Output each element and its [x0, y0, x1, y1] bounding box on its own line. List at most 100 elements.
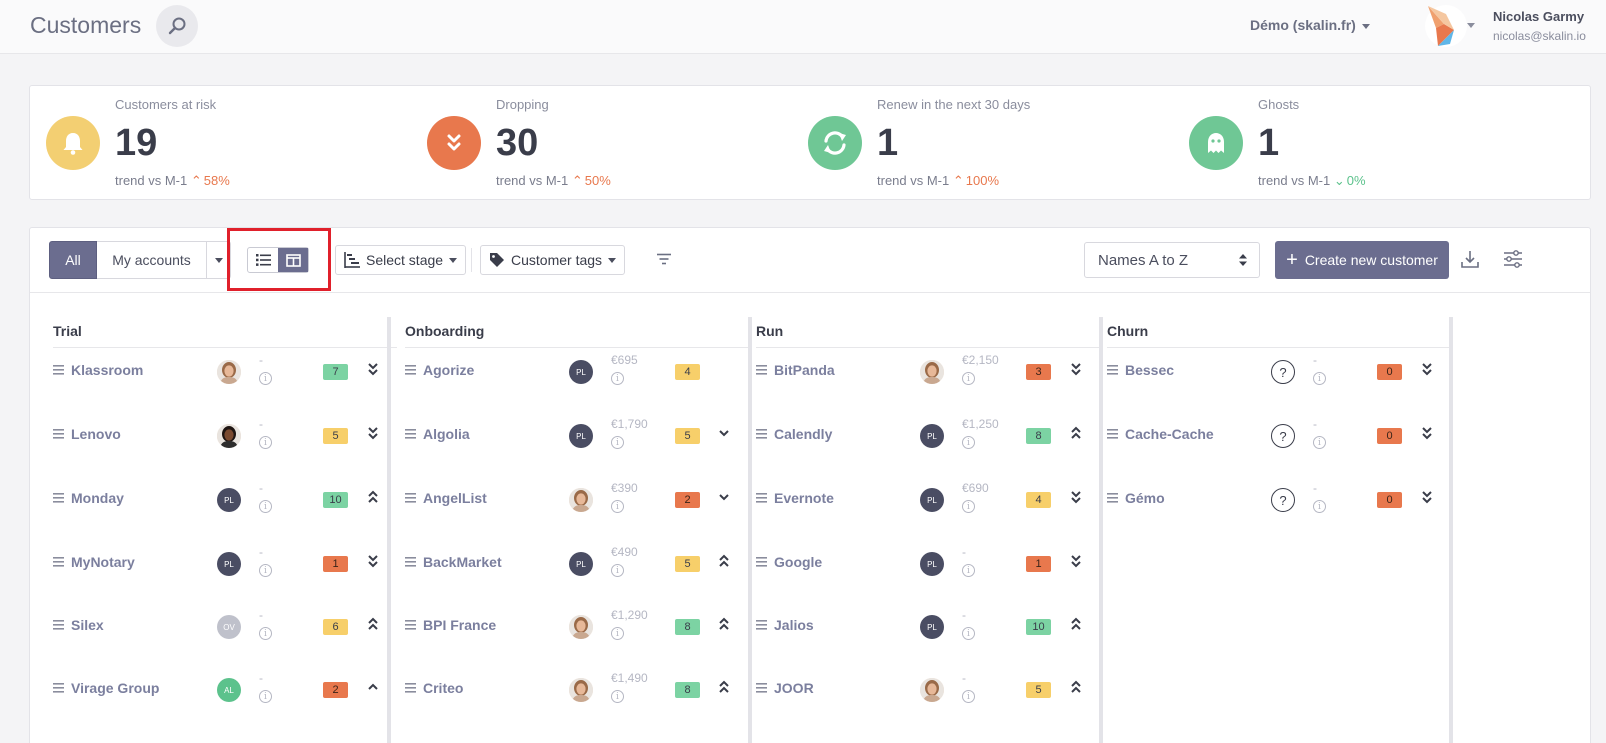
filter-icon[interactable]: [656, 253, 672, 265]
drag-handle-icon[interactable]: [756, 557, 767, 567]
info-icon[interactable]: i: [962, 564, 975, 577]
owner-avatar[interactable]: [920, 360, 944, 384]
drag-handle-icon[interactable]: [405, 620, 416, 630]
owner-avatar[interactable]: [920, 678, 944, 702]
drag-handle-icon[interactable]: [405, 365, 416, 375]
list-view-button[interactable]: [248, 248, 278, 272]
customer-card[interactable]: BackMarket PL €490 i 5: [405, 545, 749, 585]
owner-avatar[interactable]: [569, 678, 593, 702]
drag-handle-icon[interactable]: [405, 683, 416, 693]
owner-avatar[interactable]: [217, 360, 241, 384]
customer-card[interactable]: Gémo? - i 0: [1107, 481, 1451, 521]
board-view-button[interactable]: [278, 248, 308, 272]
drag-handle-icon[interactable]: [53, 683, 64, 693]
customer-card[interactable]: Calendly PL €1,250 i 8: [756, 417, 1100, 457]
info-icon[interactable]: i: [611, 564, 624, 577]
customer-name[interactable]: Cache-Cache: [1125, 426, 1214, 442]
info-icon[interactable]: i: [259, 627, 272, 640]
drag-handle-icon[interactable]: [1107, 365, 1118, 375]
company-logo[interactable]: [1424, 4, 1468, 48]
customer-card[interactable]: Klassroom - i 7: [53, 353, 397, 393]
customer-card[interactable]: Cache-Cache? - i 0: [1107, 417, 1451, 457]
customer-name[interactable]: Monday: [71, 490, 124, 506]
info-icon[interactable]: i: [259, 564, 272, 577]
kpi-customers-at-risk[interactable]: Customers at risk 19 trend vs M-1 ⌃ 58%: [30, 86, 410, 201]
customer-card[interactable]: Silex OV - i 6: [53, 608, 397, 648]
owner-avatar[interactable]: PL: [569, 552, 593, 576]
search-button[interactable]: [156, 5, 198, 47]
customer-card[interactable]: Virage Group AL - i 2: [53, 671, 397, 711]
customer-name[interactable]: Algolia: [423, 426, 470, 442]
customer-name[interactable]: AngelList: [423, 490, 487, 506]
owner-avatar[interactable]: PL: [569, 360, 593, 384]
drag-handle-icon[interactable]: [53, 620, 64, 630]
customer-card[interactable]: Criteo €1,490 i 8: [405, 671, 749, 711]
owner-avatar[interactable]: PL: [217, 552, 241, 576]
owner-avatar[interactable]: [569, 488, 593, 512]
owner-avatar[interactable]: ?: [1271, 360, 1295, 384]
owner-avatar[interactable]: PL: [569, 424, 593, 448]
customer-card[interactable]: BitPanda €2,150 i 3: [756, 353, 1100, 393]
filter-my-accounts-button[interactable]: My accounts: [97, 241, 207, 279]
customer-card[interactable]: Jalios PL - i 10: [756, 608, 1100, 648]
owner-avatar[interactable]: OV: [217, 615, 241, 639]
info-icon[interactable]: i: [962, 436, 975, 449]
kpi-renew-next-30-days[interactable]: Renew in the next 30 days 1 trend vs M-1…: [792, 86, 1172, 201]
info-icon[interactable]: i: [962, 372, 975, 385]
info-icon[interactable]: i: [962, 627, 975, 640]
info-icon[interactable]: i: [962, 500, 975, 513]
customer-card[interactable]: Evernote PL €690 i 4: [756, 481, 1100, 521]
info-icon[interactable]: i: [611, 690, 624, 703]
owner-avatar[interactable]: PL: [920, 552, 944, 576]
customer-name[interactable]: BackMarket: [423, 554, 502, 570]
customer-name[interactable]: Klassroom: [71, 362, 144, 378]
info-icon[interactable]: i: [259, 500, 272, 513]
customer-name[interactable]: Criteo: [423, 680, 464, 696]
info-icon[interactable]: i: [259, 436, 272, 449]
info-icon[interactable]: i: [259, 372, 272, 385]
kpi-ghosts[interactable]: Ghosts 1 trend vs M-1 ⌄ 0%: [1173, 86, 1553, 201]
customer-name[interactable]: Google: [774, 554, 823, 570]
customer-card[interactable]: MyNotary PL - i 1: [53, 545, 397, 585]
customer-name[interactable]: MyNotary: [71, 554, 135, 570]
info-icon[interactable]: i: [259, 690, 272, 703]
customer-name[interactable]: Silex: [71, 617, 104, 633]
customer-card[interactable]: Bessec? - i 0: [1107, 353, 1451, 393]
owner-avatar[interactable]: [569, 615, 593, 639]
info-icon[interactable]: i: [1313, 436, 1326, 449]
drag-handle-icon[interactable]: [53, 429, 64, 439]
customer-card[interactable]: BPI France €1,290 i 8: [405, 608, 749, 648]
owner-avatar[interactable]: AL: [217, 678, 241, 702]
sort-select[interactable]: Names A to Z: [1084, 242, 1260, 278]
customer-card[interactable]: Agorize PL €695 i 4: [405, 353, 749, 393]
customer-card[interactable]: AngelList €390 i 2: [405, 481, 749, 521]
customer-name[interactable]: BPI France: [423, 617, 497, 633]
owner-avatar[interactable]: ?: [1271, 488, 1295, 512]
customer-name[interactable]: Gémo: [1125, 490, 1165, 506]
drag-handle-icon[interactable]: [756, 365, 767, 375]
info-icon[interactable]: i: [611, 372, 624, 385]
drag-handle-icon[interactable]: [405, 493, 416, 503]
customer-name[interactable]: BitPanda: [774, 362, 835, 378]
account-menu-caret-icon[interactable]: [1467, 23, 1475, 28]
drag-handle-icon[interactable]: [405, 557, 416, 567]
owner-avatar[interactable]: PL: [217, 488, 241, 512]
customer-card[interactable]: Lenovo - i 5: [53, 417, 397, 457]
customer-card[interactable]: Google PL - i 1: [756, 545, 1100, 585]
drag-handle-icon[interactable]: [756, 493, 767, 503]
drag-handle-icon[interactable]: [1107, 493, 1118, 503]
drag-handle-icon[interactable]: [756, 620, 767, 630]
customer-name[interactable]: Agorize: [423, 362, 475, 378]
drag-handle-icon[interactable]: [53, 365, 64, 375]
kpi-dropping[interactable]: Dropping 30 trend vs M-1 ⌃ 50%: [411, 86, 791, 201]
info-icon[interactable]: i: [611, 500, 624, 513]
drag-handle-icon[interactable]: [756, 429, 767, 439]
owner-avatar[interactable]: PL: [920, 424, 944, 448]
customer-card[interactable]: Algolia PL €1,790 i 5: [405, 417, 749, 457]
customer-name[interactable]: Evernote: [774, 490, 834, 506]
customer-name[interactable]: Bessec: [1125, 362, 1175, 378]
filter-all-button[interactable]: All: [49, 241, 97, 279]
owner-avatar[interactable]: PL: [920, 615, 944, 639]
customer-name[interactable]: JOOR: [774, 680, 814, 696]
drag-handle-icon[interactable]: [405, 429, 416, 439]
